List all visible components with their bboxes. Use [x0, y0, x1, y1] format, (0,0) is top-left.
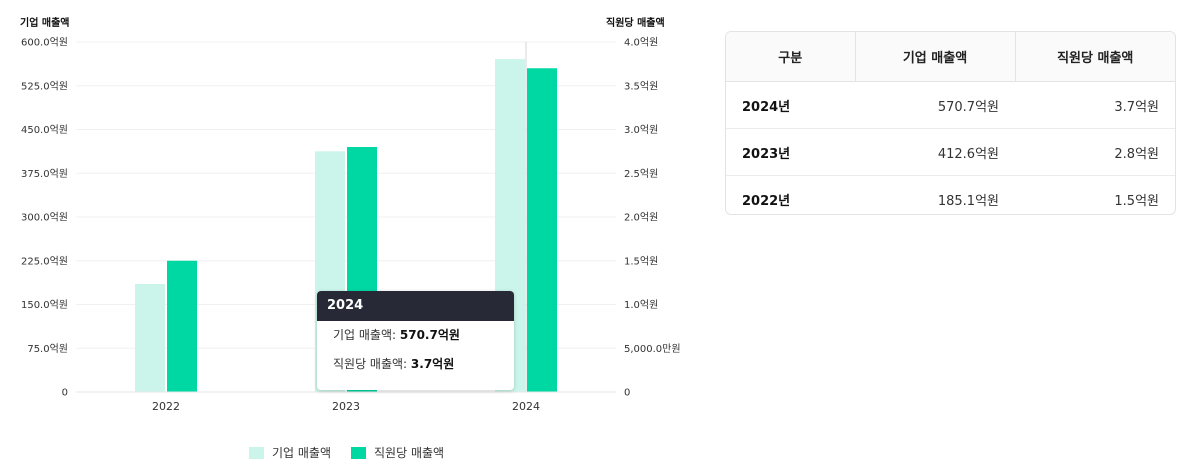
row-year: 2023년: [726, 128, 855, 176]
chart-tooltip: 2024 기업 매출액: 570.7억원 직원당 매출액: 3.7억원: [317, 291, 514, 390]
bar-company-revenue: [135, 284, 165, 392]
right-axis-tick: 2.0억원: [624, 212, 658, 224]
tooltip-per-employee-value: 3.7억원: [410, 357, 455, 371]
tooltip-row-per-employee: 직원당 매출액: 3.7억원: [317, 350, 514, 379]
left-axis-title: 기업 매출액: [20, 16, 69, 29]
table-row: 2024년 570.7억원 3.7억원: [726, 81, 1175, 129]
left-axis-tick: 300.0억원: [21, 212, 68, 224]
table-header-row: 구분 기업 매출액 직원당 매출액: [726, 32, 1175, 82]
tooltip-per-employee-label: 직원당 매출액:: [333, 357, 411, 371]
right-axis-tick: 2.5억원: [624, 168, 658, 180]
right-axis-tick: 4.0억원: [624, 37, 658, 49]
tooltip-row-revenue: 기업 매출액: 570.7억원: [317, 321, 514, 350]
legend-swatch-revenue: [249, 446, 264, 459]
left-axis-tick: 75.0억원: [27, 343, 68, 355]
table-row: 2022년 185.1억원 1.5억원: [726, 176, 1175, 215]
tooltip-revenue-value: 570.7억원: [399, 328, 460, 342]
legend-label-per-employee: 직원당 매출액: [374, 446, 445, 460]
row-revenue-per-employee: 2.8억원: [1015, 128, 1175, 176]
x-axis-tick: 2022: [152, 400, 180, 413]
left-axis-tick: 150.0억원: [21, 299, 68, 311]
header-category: 구분: [726, 32, 855, 82]
right-axis-title: 직원당 매출액: [606, 16, 665, 29]
bar-revenue-per-employee: [527, 68, 557, 392]
legend-item-per-employee[interactable]: 직원당 매출액: [351, 444, 444, 461]
row-revenue-per-employee: 1.5억원: [1114, 193, 1159, 209]
left-axis-tick: 450.0억원: [21, 124, 68, 136]
chart-legend: 기업 매출액 직원당 매출액: [249, 444, 464, 461]
row-revenue-per-employee: 3.7억원: [1015, 81, 1175, 129]
tooltip-title: 2024: [317, 291, 514, 321]
legend-swatch-per-employee: [351, 446, 367, 459]
header-company-revenue: 기업 매출액: [854, 32, 1015, 82]
right-axis-tick: 1.5억원: [624, 255, 658, 267]
row-company-revenue: 185.1억원: [937, 193, 999, 209]
x-axis-tick: 2024: [512, 400, 540, 413]
left-axis-tick: 600.0억원: [21, 37, 68, 49]
right-axis-tick: 3.0억원: [624, 124, 658, 136]
right-axis-tick: 3.5억원: [624, 80, 658, 92]
right-axis-tick: 5,000.0만원: [624, 343, 681, 355]
revenue-table: 구분 기업 매출액 직원당 매출액 2024년 570.7억원 3.7억원 20…: [726, 32, 1175, 215]
legend-label-revenue: 기업 매출액: [272, 446, 332, 460]
right-axis-tick: 0: [624, 388, 630, 399]
x-axis-tick: 2023: [332, 400, 360, 413]
bar-revenue-per-employee: [167, 260, 197, 392]
legend-item-revenue[interactable]: 기업 매출액: [249, 444, 331, 461]
left-axis-tick: 525.0억원: [21, 80, 68, 92]
table-row: 2023년 412.6억원 2.8억원: [726, 128, 1175, 176]
row-company-revenue: 412.6억원: [855, 128, 1015, 176]
bar-chart: 기업 매출액 직원당 매출액 0 75.0억원 150.0억원 225.0억원 300.…: [20, 16, 681, 413]
row-company-revenue: 570.7억원: [855, 81, 1015, 129]
row-year: 2024년: [726, 81, 855, 129]
left-axis-tick: 0: [62, 388, 68, 399]
revenue-table-card: 구분 기업 매출액 직원당 매출액 2024년 570.7억원 3.7억원 20…: [725, 31, 1176, 215]
left-axis-tick: 375.0억원: [21, 168, 68, 180]
right-axis-tick: 1.0억원: [624, 299, 658, 311]
row-year: 2022년: [742, 193, 791, 209]
tooltip-revenue-label: 기업 매출액:: [333, 328, 400, 342]
header-revenue-per-employee: 직원당 매출액: [1014, 32, 1175, 82]
left-axis-tick: 225.0억원: [21, 255, 68, 267]
